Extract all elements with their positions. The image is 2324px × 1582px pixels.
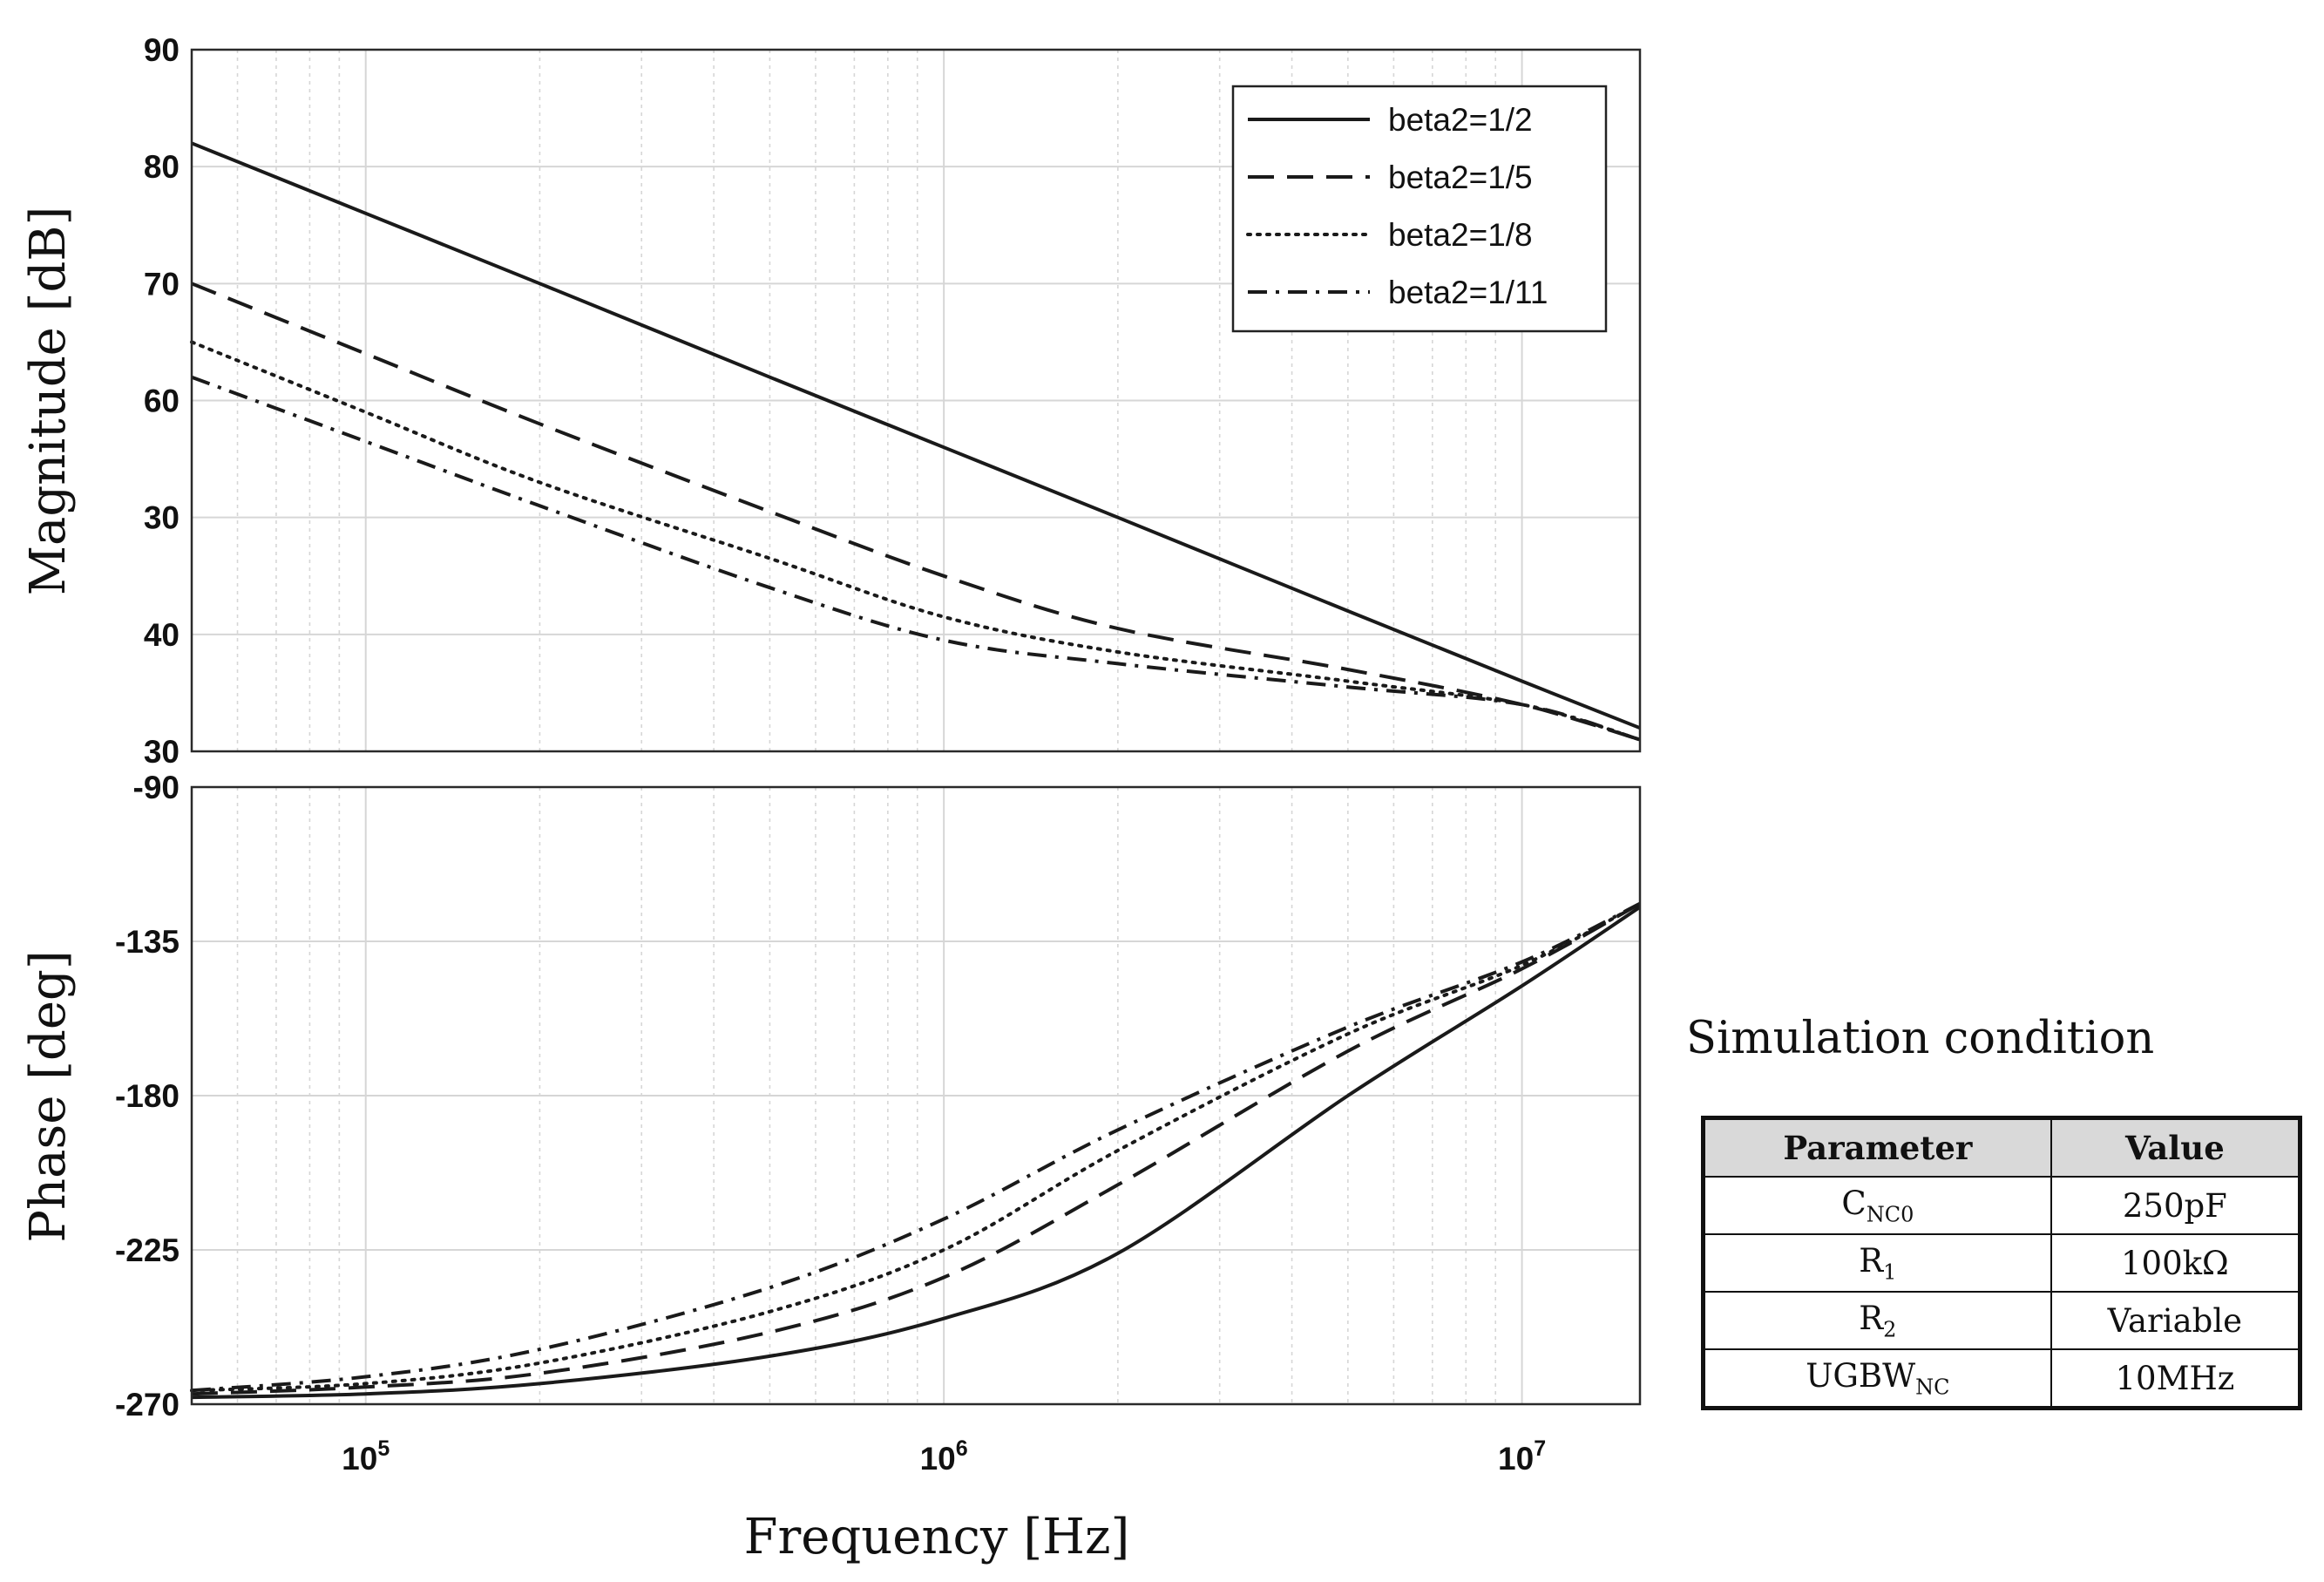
legend-label: beta2=1/2: [1388, 102, 1533, 138]
y-tick-label: -270: [115, 1387, 180, 1422]
table-row: CNC0 250pF: [1702, 1176, 2301, 1235]
y-tick-label: -90: [133, 770, 180, 805]
phase-series-dashdot: [191, 901, 1641, 1393]
param-cell: UGBWNC: [1702, 1348, 2052, 1409]
magnitude-series-solid: [191, 141, 1641, 730]
x-ticks: 105 106 107: [342, 1436, 1546, 1477]
legend-label: beta2=1/8: [1388, 217, 1533, 253]
simulation-condition-table: Parameter Value CNC0 250pF R1 100kΩ R2 V…: [1701, 1116, 2302, 1410]
table-row: R1 100kΩ: [1702, 1233, 2301, 1293]
table-header-row: Parameter Value: [1702, 1117, 2301, 1178]
param-cell: R1: [1702, 1233, 2052, 1293]
phase-series-solid: [191, 906, 1642, 1400]
phase-axes-frame: [190, 785, 1642, 1406]
y-tick-label: 70: [144, 266, 180, 302]
phase-series: [190, 901, 1642, 1400]
header-parameter: Parameter: [1702, 1117, 2052, 1178]
x-axis-label: Frequency [Hz]: [744, 1509, 1130, 1565]
legend-label: beta2=1/11: [1388, 275, 1548, 310]
magnitude-axes-frame: [190, 48, 1642, 753]
y-tick-label: 30: [144, 734, 180, 770]
value-cell: 100kΩ: [2050, 1233, 2301, 1293]
simulation-condition-title: Simulation condition: [1686, 1013, 2155, 1064]
value-cell: Variable: [2050, 1291, 2301, 1350]
magnitude-y-label: Magnitude [dB]: [20, 207, 77, 596]
value-cell: 250pF: [2050, 1176, 2301, 1235]
table-row: UGBWNC 10MHz: [1702, 1348, 2301, 1409]
x-tick-label: 105: [342, 1436, 390, 1477]
y-tick-label: 90: [144, 32, 180, 68]
phase-grid: [191, 786, 1640, 1405]
phase-y-label: Phase [deg]: [20, 950, 77, 1242]
phase-series-dashed: [191, 901, 1641, 1396]
legend-label: beta2=1/5: [1388, 160, 1533, 195]
x-tick-label: 106: [920, 1436, 968, 1477]
value-cell: 10MHz: [2050, 1348, 2301, 1409]
y-tick-label: 60: [144, 384, 180, 419]
magnitude-y-ticks: 90 80 70 60 30 40 30: [144, 32, 180, 770]
param-cell: CNC0: [1702, 1176, 2052, 1235]
x-tick-label: 107: [1498, 1436, 1546, 1477]
magnitude-series: [190, 141, 1642, 742]
table-row: R2 Variable: [1702, 1291, 2301, 1350]
phase-series-dotted: [190, 901, 1642, 1393]
y-tick-label: -135: [115, 924, 180, 960]
y-tick-label: 40: [144, 617, 180, 653]
y-tick-label: 80: [144, 149, 180, 185]
magnitude-series-dotted: [190, 340, 1642, 742]
magnitude-series-dashdot: [191, 375, 1641, 742]
y-tick-label: -180: [115, 1078, 180, 1114]
param-cell: R2: [1702, 1291, 2052, 1350]
legend: beta2=1/2 beta2=1/5 beta2=1/8 beta2=1/11: [1231, 85, 1608, 333]
phase-y-ticks: -90 -135 -180 -225 -270: [115, 770, 180, 1422]
y-tick-label: -225: [115, 1232, 180, 1268]
header-value: Value: [2050, 1117, 2301, 1178]
magnitude-series-dashed: [191, 282, 1641, 742]
y-tick-label: 30: [144, 500, 180, 536]
